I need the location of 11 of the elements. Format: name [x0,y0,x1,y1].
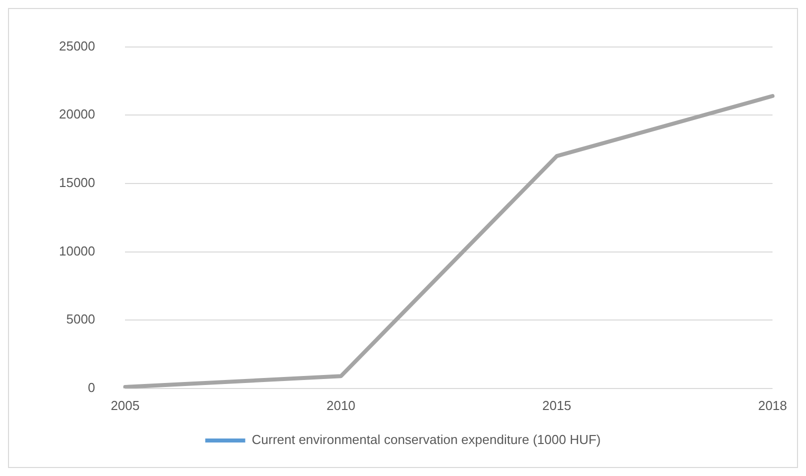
y-tick-label: 15000 [58,175,96,190]
y-tick-label: 25000 [58,38,96,54]
y-tick-label: 10000 [58,243,96,258]
x-tick-label: 2005 [110,398,140,413]
x-tick-label: 2010 [326,398,356,413]
y-tick-label: 20000 [58,106,96,122]
y-tick-label: 5000 [66,312,96,327]
x-tick-label: 2018 [758,398,787,413]
y-tick-label: 0 [88,380,96,395]
text: Current environmental conservation expenditure (1000 HUF) [252,432,601,448]
x-tick-label: 2015 [542,398,572,413]
